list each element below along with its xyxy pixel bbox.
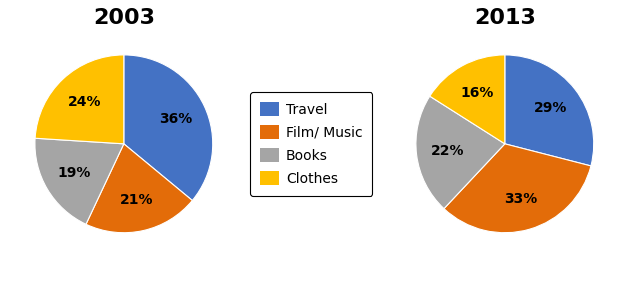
- Text: 19%: 19%: [57, 166, 91, 180]
- Text: 33%: 33%: [504, 192, 538, 206]
- Wedge shape: [444, 144, 591, 233]
- Legend: Travel, Film/ Music, Books, Clothes: Travel, Film/ Music, Books, Clothes: [250, 92, 372, 196]
- Wedge shape: [124, 55, 213, 201]
- Wedge shape: [416, 96, 505, 209]
- Text: 24%: 24%: [67, 95, 101, 109]
- Text: 36%: 36%: [159, 112, 193, 126]
- Text: 21%: 21%: [119, 193, 153, 207]
- Wedge shape: [35, 138, 124, 224]
- Wedge shape: [505, 55, 594, 166]
- Title: 2013: 2013: [474, 8, 536, 28]
- Text: 16%: 16%: [460, 86, 493, 100]
- Title: 2003: 2003: [93, 8, 155, 28]
- Text: 22%: 22%: [431, 144, 464, 158]
- Wedge shape: [35, 55, 124, 144]
- Text: 29%: 29%: [534, 102, 567, 115]
- Wedge shape: [86, 144, 192, 233]
- Wedge shape: [430, 55, 505, 144]
